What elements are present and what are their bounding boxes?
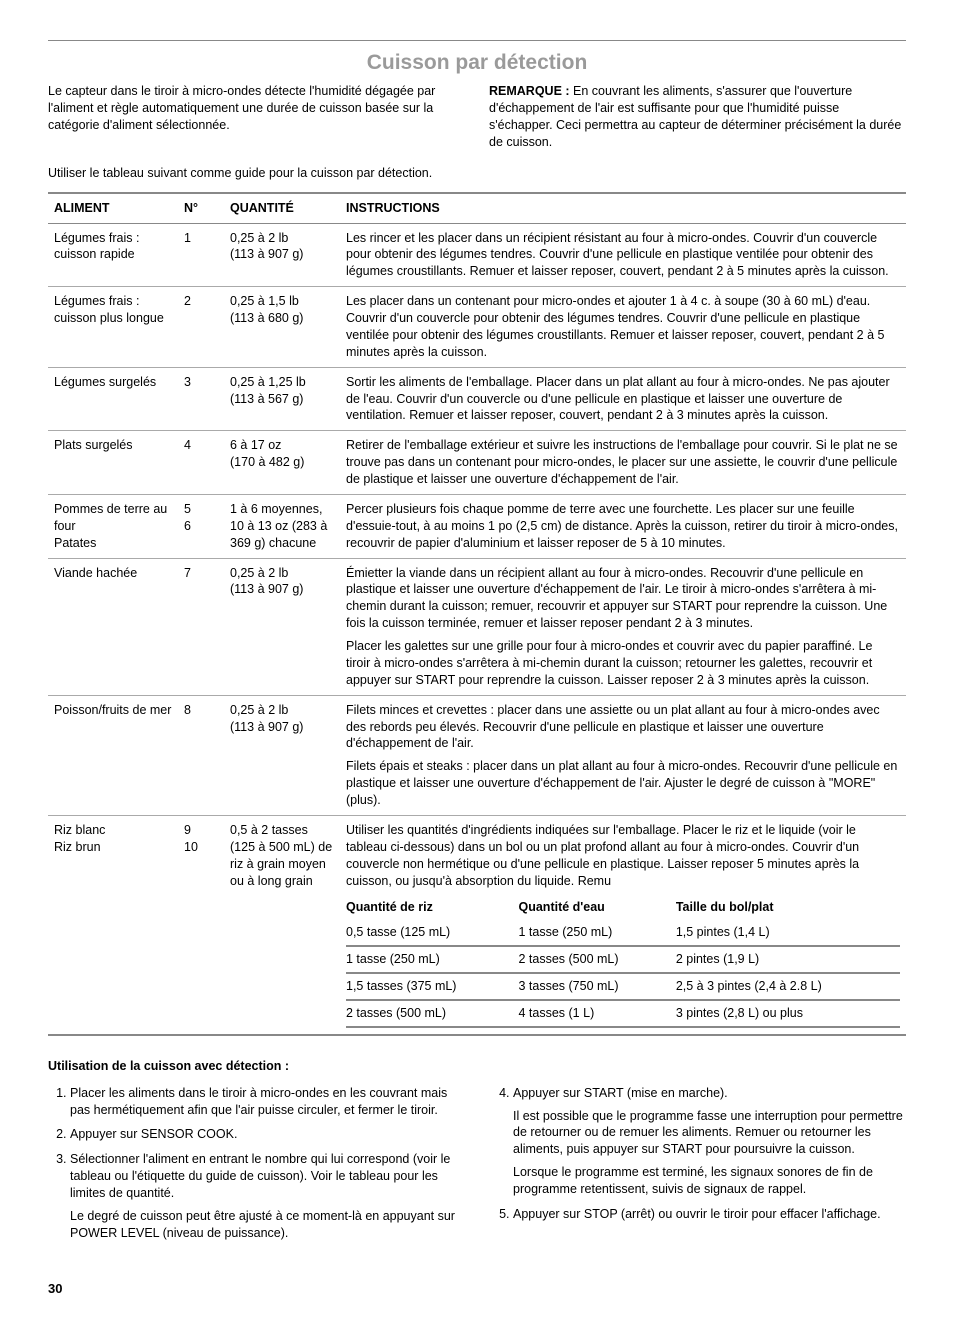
th-aliment: ALIMENT	[48, 193, 178, 223]
top-rule	[48, 40, 906, 41]
usage-step: Appuyer sur SENSOR COOK.	[70, 1126, 463, 1143]
table-row: Pommes de terre au fourPatates561 à 6 mo…	[48, 494, 906, 558]
usage-step: Appuyer sur STOP (arrêt) ou ouvrir le ti…	[513, 1206, 906, 1223]
cell-n: 1	[178, 223, 224, 287]
cell-quantite: 0,25 à 2 lb(113 à 907 g)	[224, 558, 340, 695]
cell-aliment: Légumes frais : cuisson plus longue	[48, 287, 178, 368]
cell-instructions: Les placer dans un contenant pour micro-…	[340, 287, 906, 368]
cell-instructions: Filets minces et crevettes : placer dans…	[340, 695, 906, 815]
cell-n: 7	[178, 558, 224, 695]
usage-left-col: Placer les aliments dans le tiroir à mic…	[48, 1085, 463, 1250]
intro-left: Le capteur dans le tiroir à micro-ondes …	[48, 83, 465, 151]
th-instructions: INSTRUCTIONS	[340, 193, 906, 223]
cell-quantite: 0,25 à 2 lb(113 à 907 g)	[224, 223, 340, 287]
sub-th: Taille du bol/plat	[676, 895, 900, 920]
sub-td: 3 pintes (2,8 L) ou plus	[676, 1000, 900, 1027]
sub-th: Quantité d'eau	[519, 895, 676, 920]
table-row: Plats surgelés46 à 17 oz(170 à 482 g)Ret…	[48, 431, 906, 495]
guide-line: Utiliser le tableau suivant comme guide …	[48, 165, 906, 182]
th-quantite: QUANTITÉ	[224, 193, 340, 223]
cell-aliment: Poisson/fruits de mer	[48, 695, 178, 815]
sub-td: 1 tasse (250 mL)	[346, 946, 519, 973]
cell-aliment: Pommes de terre au fourPatates	[48, 494, 178, 558]
page-title: Cuisson par détection	[48, 49, 906, 77]
sub-td: 0,5 tasse (125 mL)	[346, 920, 519, 946]
th-n: N°	[178, 193, 224, 223]
usage-section: Utilisation de la cuisson avec détection…	[48, 1058, 906, 1250]
cell-instructions: Sortir les aliments de l'emballage. Plac…	[340, 367, 906, 431]
sub-td: 2 pintes (1,9 L)	[676, 946, 900, 973]
instruction-paragraph: Placer les galettes sur une grille pour …	[346, 638, 900, 689]
usage-step-text: Appuyer sur STOP (arrêt) ou ouvrir le ti…	[513, 1207, 881, 1221]
cell-quantite: 0,25 à 1,5 lb(113 à 680 g)	[224, 287, 340, 368]
usage-step-text: Placer les aliments dans le tiroir à mic…	[70, 1086, 447, 1117]
sub-td: 2 tasses (500 mL)	[346, 1000, 519, 1027]
sub-td: 2 tasses (500 mL)	[519, 946, 676, 973]
cell-n: 8	[178, 695, 224, 815]
cell-instructions: Utiliser les quantités d'ingrédients ind…	[340, 815, 906, 1034]
sub-td: 3 tasses (750 mL)	[519, 973, 676, 1000]
usage-step-text: Appuyer sur SENSOR COOK.	[70, 1127, 237, 1141]
instruction-paragraph: Filets minces et crevettes : placer dans…	[346, 702, 900, 753]
usage-step-extra: Le degré de cuisson peut être ajusté à c…	[70, 1208, 463, 1242]
usage-step-extra: Lorsque le programme est terminé, les si…	[513, 1164, 906, 1198]
instruction-paragraph: Émietter la viande dans un récipient all…	[346, 565, 900, 633]
cell-instructions: Retirer de l'emballage extérieur et suiv…	[340, 431, 906, 495]
cell-instructions: Percer plusieurs fois chaque pomme de te…	[340, 494, 906, 558]
cell-quantite: 6 à 17 oz(170 à 482 g)	[224, 431, 340, 495]
rice-subtable: Quantité de rizQuantité d'eauTaille du b…	[346, 895, 900, 1027]
table-row: Viande hachée70,25 à 2 lb(113 à 907 g)Ém…	[48, 558, 906, 695]
cell-n: 3	[178, 367, 224, 431]
instruction-paragraph: Utiliser les quantités d'ingrédients ind…	[346, 822, 900, 890]
table-row: Légumes frais : cuisson rapide10,25 à 2 …	[48, 223, 906, 287]
intro-columns: Le capteur dans le tiroir à micro-ondes …	[48, 83, 906, 151]
usage-step: Sélectionner l'aliment en entrant le nom…	[70, 1151, 463, 1241]
cell-aliment: Viande hachée	[48, 558, 178, 695]
usage-step: Placer les aliments dans le tiroir à mic…	[70, 1085, 463, 1119]
instruction-paragraph: Retirer de l'emballage extérieur et suiv…	[346, 437, 900, 488]
sub-td: 1,5 pintes (1,4 L)	[676, 920, 900, 946]
cell-n: 2	[178, 287, 224, 368]
cell-n: 56	[178, 494, 224, 558]
cell-aliment: Légumes surgelés	[48, 367, 178, 431]
cell-aliment: Légumes frais : cuisson rapide	[48, 223, 178, 287]
table-row: Légumes frais : cuisson plus longue20,25…	[48, 287, 906, 368]
cell-quantite: 0,25 à 1,25 lb(113 à 567 g)	[224, 367, 340, 431]
intro-right: REMARQUE : En couvrant les aliments, s'a…	[489, 83, 906, 151]
cell-aliment: Riz blancRiz brun	[48, 815, 178, 1034]
sub-th: Quantité de riz	[346, 895, 519, 920]
sub-td: 1,5 tasses (375 mL)	[346, 973, 519, 1000]
cell-quantite: 0,5 à 2 tasses (125 à 500 mL) de riz à g…	[224, 815, 340, 1034]
cooking-table: ALIMENT N° QUANTITÉ INSTRUCTIONS Légumes…	[48, 192, 906, 1036]
usage-step: Appuyer sur START (mise en marche). Il es…	[513, 1085, 906, 1198]
cell-quantite: 1 à 6 moyennes, 10 à 13 oz (283 à 369 g)…	[224, 494, 340, 558]
sub-td: 1 tasse (250 mL)	[519, 920, 676, 946]
instruction-paragraph: Les rincer et les placer dans un récipie…	[346, 230, 900, 281]
instruction-paragraph: Sortir les aliments de l'emballage. Plac…	[346, 374, 900, 425]
cell-aliment: Plats surgelés	[48, 431, 178, 495]
cell-quantite: 0,25 à 2 lb(113 à 907 g)	[224, 695, 340, 815]
table-row: Poisson/fruits de mer80,25 à 2 lb(113 à …	[48, 695, 906, 815]
page-number: 30	[48, 1280, 906, 1298]
cell-n: 910	[178, 815, 224, 1034]
instruction-paragraph: Les placer dans un contenant pour micro-…	[346, 293, 900, 361]
cell-instructions: Les rincer et les placer dans un récipie…	[340, 223, 906, 287]
usage-right-col: Appuyer sur START (mise en marche). Il es…	[491, 1085, 906, 1250]
cell-instructions: Émietter la viande dans un récipient all…	[340, 558, 906, 695]
usage-step-extra: Il est possible que le programme fasse u…	[513, 1108, 906, 1159]
sub-td: 4 tasses (1 L)	[519, 1000, 676, 1027]
usage-step-text: Sélectionner l'aliment en entrant le nom…	[70, 1152, 450, 1200]
sub-td: 2,5 à 3 pintes (2,4 à 2.8 L)	[676, 973, 900, 1000]
table-row: Légumes surgelés30,25 à 1,25 lb(113 à 56…	[48, 367, 906, 431]
instruction-paragraph: Filets épais et steaks : placer dans un …	[346, 758, 900, 809]
usage-step-text: Appuyer sur START (mise en marche).	[513, 1086, 728, 1100]
cell-n: 4	[178, 431, 224, 495]
intro-right-label: REMARQUE :	[489, 84, 570, 98]
instruction-paragraph: Percer plusieurs fois chaque pomme de te…	[346, 501, 900, 552]
table-row: Riz blancRiz brun9100,5 à 2 tasses (125 …	[48, 815, 906, 1034]
usage-title: Utilisation de la cuisson avec détection…	[48, 1058, 906, 1075]
